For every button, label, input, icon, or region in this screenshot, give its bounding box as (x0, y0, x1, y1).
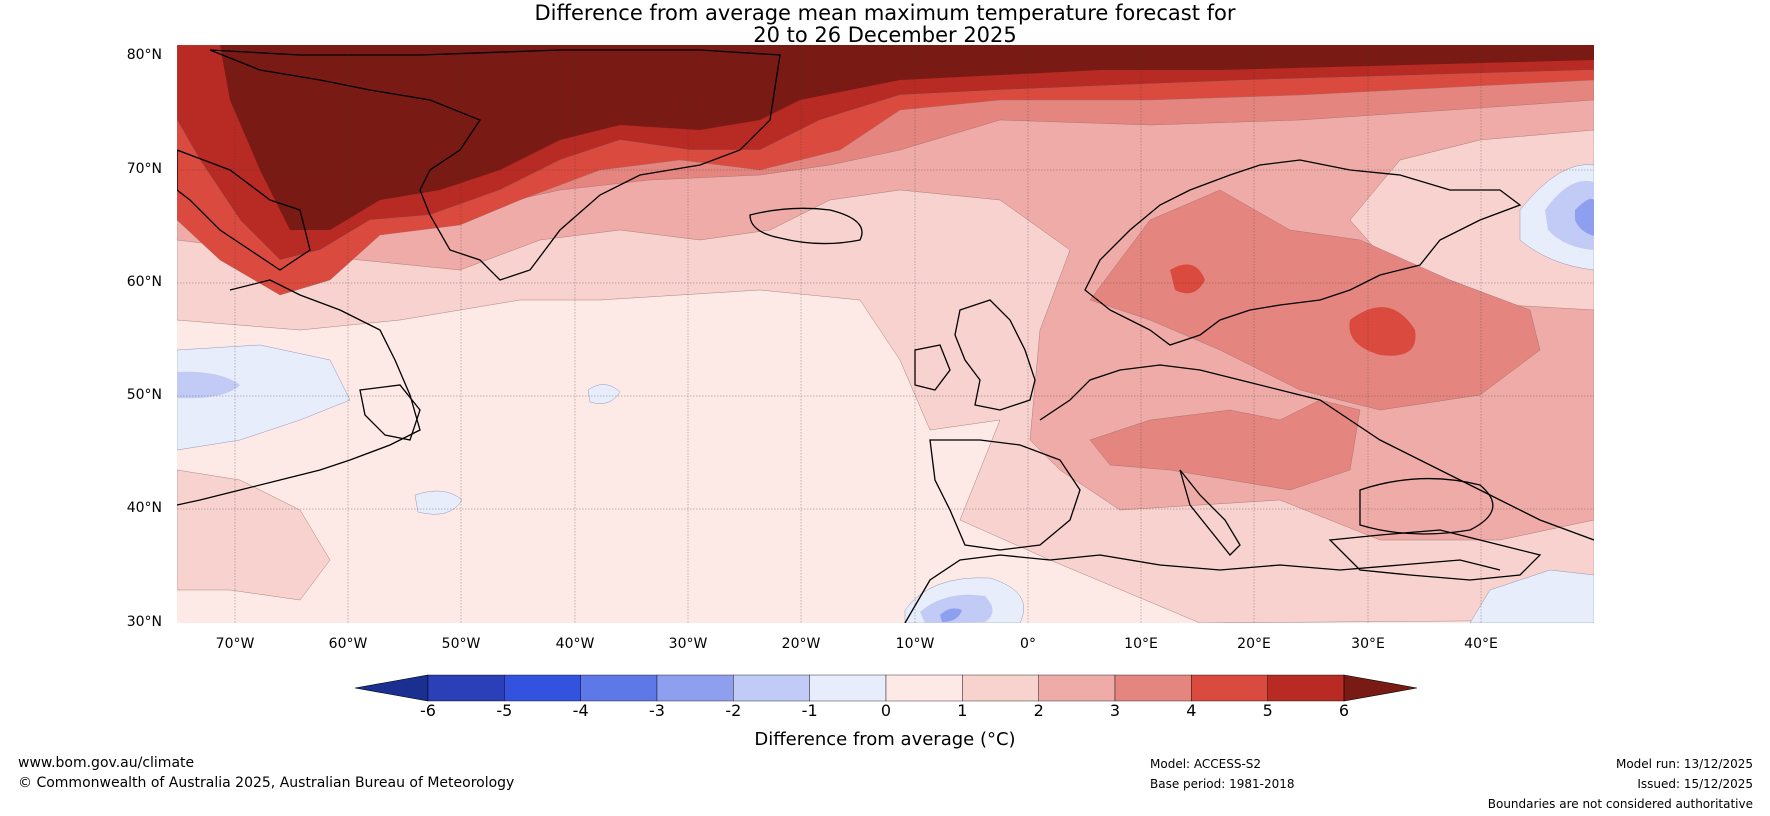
base-period-text: Base period: 1981-2018 (1150, 777, 1295, 791)
lon-label: 30°W (668, 636, 708, 652)
colorbar-arrow-high (1343, 674, 1418, 702)
lon-label: 20°E (1237, 636, 1271, 652)
lon-label: 10°E (1124, 636, 1158, 652)
model-run-text: Model run: 13/12/2025 (1615, 757, 1753, 771)
disclaimer-text: Boundaries are not considered authoritat… (1487, 797, 1753, 811)
colorbar-segment (962, 674, 1039, 702)
anomaly-zone-cool-canada (177, 344, 351, 451)
colorbar-title: Difference from average (°C) (754, 729, 1016, 750)
graticule (177, 45, 1594, 623)
colorbar-tick-label: -3 (649, 701, 665, 720)
colorbar-segment (1191, 674, 1268, 702)
coastline-greenland (209, 49, 781, 281)
map-title-line2: 20 to 26 December 2025 (753, 23, 1017, 47)
colorbar-segment (580, 674, 658, 702)
colorbar-tick-label: 2 (1033, 701, 1044, 720)
lat-label: 40°N (126, 500, 162, 516)
coastline-british-isles (954, 299, 1036, 411)
coastline-newfoundland (359, 384, 421, 441)
anomaly-zone-cool-atlantic (587, 384, 621, 404)
anomaly-zone-cool-morocco-3 (940, 608, 962, 622)
lon-label: 70°W (215, 636, 255, 652)
colorbar-tick-label: -2 (725, 701, 742, 720)
colorbar-tick-label: 6 (1338, 701, 1350, 720)
colorbar-tick-label: -1 (801, 701, 818, 720)
coastline-turkey (1328, 529, 1542, 581)
colorbar-segment (1038, 674, 1116, 702)
anomaly-zone-cool-arabia (1469, 569, 1594, 623)
anomaly-zone-cool-russia-2 (1545, 180, 1594, 250)
anomaly-zone-cool-canada-2 (177, 371, 240, 399)
lon-label: 20°W (781, 636, 821, 652)
lat-label: 70°N (126, 161, 162, 177)
coastline-labrador (177, 279, 421, 506)
anomaly-zone-4-5-patch2 (1170, 264, 1205, 294)
colorbar (354, 674, 1418, 702)
lon-label: 10°W (895, 636, 935, 652)
lon-label: 50°W (441, 636, 481, 652)
lon-label: 60°W (328, 636, 368, 652)
lat-label: 80°N (126, 47, 162, 63)
lon-label: 0° (1020, 636, 1036, 652)
colorbar-tick-label: 1 (957, 701, 968, 720)
anomaly-zone-above-6 (220, 45, 1594, 230)
anomaly-zone-1-2-southwest (177, 469, 331, 601)
colorbar-tick-label: 3 (1109, 701, 1121, 720)
lat-label: 30°N (126, 614, 162, 630)
colorbar-segment (656, 674, 734, 702)
lat-label: 60°N (126, 274, 162, 290)
coastline-iceland (749, 207, 863, 245)
colorbar-tick-label: -6 (420, 701, 436, 720)
coastline-baffin (177, 149, 311, 271)
coastline-europe (1039, 364, 1594, 541)
lon-label: 40°E (1464, 636, 1498, 652)
colorbar-tick-label: 4 (1186, 701, 1197, 720)
model-text: Model: ACCESS-S2 (1150, 757, 1262, 771)
colorbar-segment (733, 674, 810, 702)
colorbar-segment (809, 674, 887, 702)
colorbar-arrow-low (354, 674, 429, 702)
coastline-africa (904, 554, 1501, 623)
anomaly-zone-cool-atlantic-2 (414, 490, 463, 515)
anomaly-zone-3-4-central-europe (1089, 399, 1361, 491)
map-title-line1: Difference from average mean maximum tem… (534, 1, 1236, 25)
colorbar-tick-label: 5 (1262, 701, 1273, 720)
anomaly-zone-4-5-patch (1349, 307, 1416, 356)
lon-label: 40°W (555, 636, 595, 652)
coastline-iberia (929, 439, 1081, 551)
colorbar-segment (1114, 674, 1192, 702)
colorbar-segment (885, 674, 963, 702)
coastlines (177, 49, 1594, 623)
colorbar-segment (1267, 674, 1345, 702)
lon-label: 30°E (1351, 636, 1385, 652)
colorbar-tick-label: -5 (496, 701, 513, 720)
website-link[interactable]: www.bom.gov.au/climate (18, 755, 195, 771)
coastline-scandinavia (1084, 159, 1522, 346)
colorbar-tick-label: -4 (572, 701, 589, 720)
colorbar-tick-label: 0 (880, 701, 892, 720)
anomaly-zone-cool-russia-3 (1575, 198, 1594, 236)
copyright-text: © Commonwealth of Australia 2025, Austra… (18, 775, 515, 791)
issued-text: Issued: 15/12/2025 (1637, 777, 1753, 791)
lat-label: 50°N (126, 387, 162, 403)
colorbar-segment (427, 674, 505, 702)
colorbar-segment (504, 674, 581, 702)
temperature-anomaly-field (177, 45, 1594, 623)
coastline-italy (1179, 469, 1241, 556)
